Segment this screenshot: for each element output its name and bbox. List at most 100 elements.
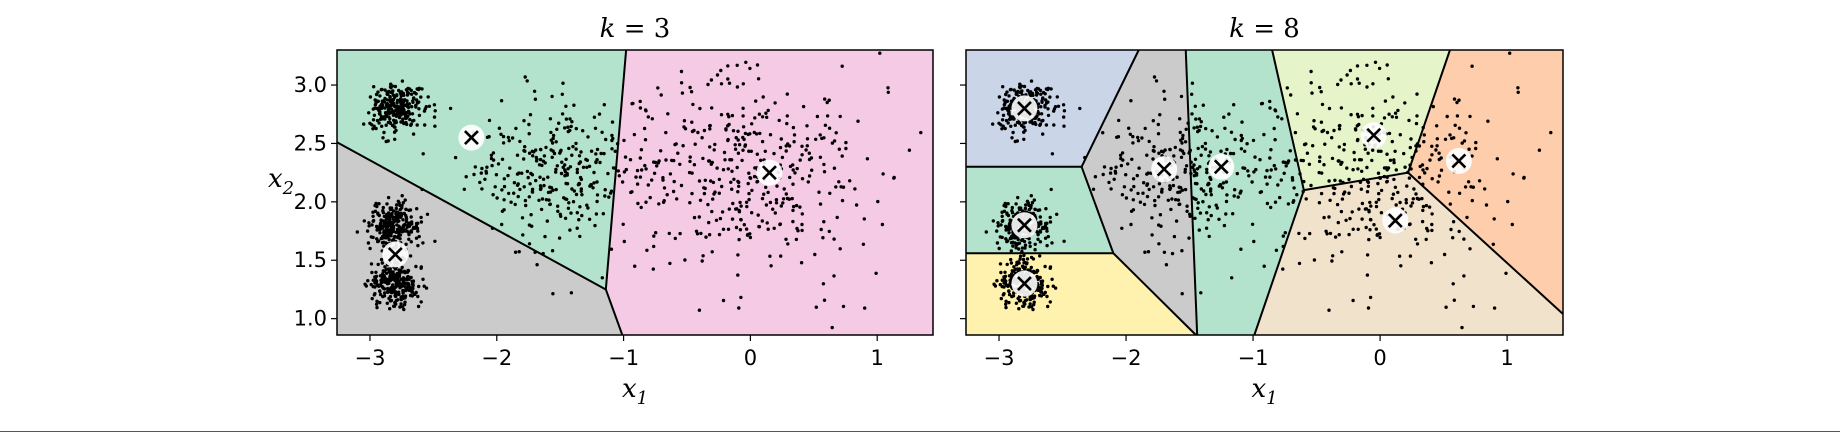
data-point (378, 283, 382, 287)
data-point (500, 157, 505, 161)
data-point (1038, 293, 1042, 298)
data-point (1327, 215, 1331, 219)
data-point (729, 180, 733, 184)
data-point (1157, 242, 1161, 246)
data-point (370, 223, 374, 227)
data-point (565, 173, 569, 177)
data-point (1508, 51, 1512, 55)
data-point (402, 278, 406, 282)
data-point (396, 229, 400, 233)
data-point (815, 114, 820, 119)
data-point (419, 215, 423, 220)
data-point (624, 167, 628, 172)
data-point (377, 202, 381, 206)
data-point (515, 153, 520, 157)
data-point (1371, 82, 1375, 86)
data-point (399, 94, 403, 98)
data-point (785, 114, 789, 118)
data-point (1437, 151, 1441, 155)
data-point (1205, 170, 1209, 175)
data-point (374, 101, 378, 105)
data-point (1359, 158, 1364, 162)
data-point (1004, 305, 1008, 310)
data-point (1062, 124, 1066, 128)
data-point (379, 257, 384, 262)
data-point (1198, 124, 1203, 129)
data-point (1223, 126, 1227, 130)
data-point (1017, 120, 1021, 124)
data-point (1012, 88, 1016, 92)
data-point (712, 148, 716, 152)
data-point (420, 87, 424, 91)
data-point (388, 294, 393, 299)
data-point (527, 151, 532, 155)
data-point (557, 121, 561, 125)
data-point (794, 203, 799, 208)
data-point (402, 307, 406, 312)
data-point (562, 196, 566, 200)
data-point (720, 184, 724, 189)
data-point (1368, 200, 1372, 205)
data-point (1309, 183, 1313, 188)
data-point (718, 216, 723, 221)
data-point (1274, 167, 1278, 171)
centroid-marker-2 (382, 241, 409, 268)
centroid-layer (382, 124, 783, 268)
data-point (384, 267, 388, 271)
data-point (1392, 177, 1396, 182)
data-point (787, 144, 792, 148)
data-point (1042, 292, 1046, 296)
data-point (385, 301, 389, 305)
data-point (690, 191, 694, 196)
data-point (581, 165, 586, 169)
data-point (416, 304, 421, 309)
data-point (554, 170, 558, 174)
data-point (1368, 228, 1372, 232)
data-point (574, 126, 578, 131)
data-point (1318, 85, 1322, 90)
data-point (532, 150, 536, 154)
data-point (1011, 240, 1015, 244)
data-point (1379, 188, 1384, 193)
data-point (448, 106, 453, 111)
data-point (367, 111, 371, 115)
data-point (409, 240, 413, 244)
data-point (1288, 149, 1293, 153)
data-point (1367, 208, 1371, 213)
data-point (1404, 198, 1408, 202)
data-point (1355, 138, 1360, 143)
data-point (378, 231, 382, 235)
data-point (1408, 163, 1412, 167)
data-point (527, 122, 531, 127)
data-point (602, 103, 606, 107)
data-point (848, 179, 852, 183)
data-point (742, 223, 746, 227)
y-axis-label: x2 (268, 164, 294, 199)
data-point (746, 232, 750, 237)
data-point (381, 269, 385, 273)
data-point (1361, 177, 1366, 181)
data-point (1328, 231, 1333, 236)
data-point (652, 234, 656, 238)
data-point (788, 175, 792, 180)
data-point (736, 179, 740, 184)
data-point (782, 187, 786, 191)
data-point (750, 211, 754, 215)
data-point (729, 158, 734, 162)
data-point (1207, 154, 1211, 158)
data-point (617, 174, 621, 178)
data-point (1170, 197, 1174, 201)
data-point (407, 237, 411, 241)
data-point (1045, 229, 1049, 233)
data-point (616, 169, 620, 173)
data-point (1460, 325, 1464, 330)
data-point (1435, 124, 1439, 128)
data-point (762, 192, 766, 196)
data-point (1265, 182, 1269, 186)
data-point (409, 215, 413, 219)
data-point (395, 276, 399, 281)
data-point (1193, 157, 1198, 161)
data-point (1377, 66, 1382, 71)
data-point (881, 172, 885, 176)
data-point (538, 175, 542, 179)
